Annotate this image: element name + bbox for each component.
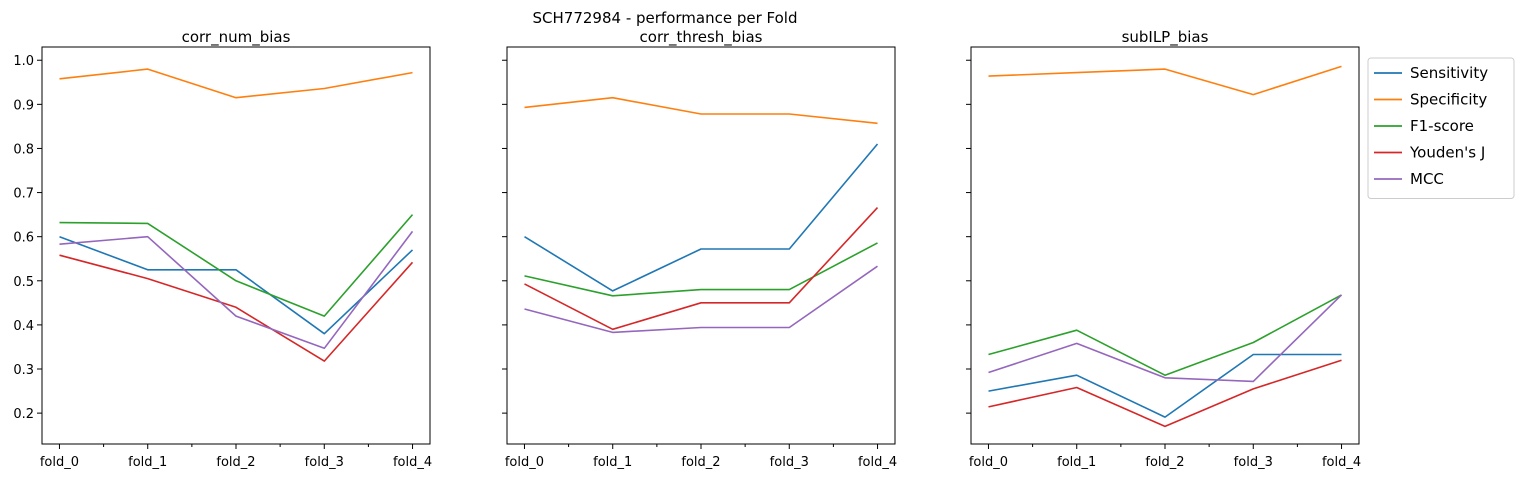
series-line-mcc [524,265,878,334]
x-tick-label: fold_3 [770,455,809,470]
series-line-mcc [59,230,414,350]
plot-frame [41,46,431,445]
y-tick-label: 0.2 [13,407,34,422]
legend: Sensitivity Specificity F1-score Youden's J… [1367,57,1515,199]
series-line-sensitivity [524,143,879,292]
x-tick-label: fold_0 [40,455,79,470]
y-tick-label: 1.0 [13,54,34,69]
panel-title: subILP_bias [1122,28,1209,47]
x-tick-label: fold_0 [969,455,1008,470]
chart-panels: corr_num_bias fold_0 fold_1 fold_2 fold_3 fol… [13,28,1361,470]
y-tick-label: 0.7 [13,187,34,202]
panel-title: corr_num_bias [182,28,291,47]
x-tick-label: fold_2 [216,455,255,470]
legend-label: Sensitivity [1410,64,1488,82]
y-tick-label: 0.5 [13,275,34,290]
series-line-specificity [988,65,1342,96]
series-line-youden-s-j [59,254,414,362]
x-tick-label: fold_4 [393,455,432,470]
series-line-mcc [988,294,1343,383]
y-tick-label: 0.9 [13,98,34,113]
legend-label: Youden's J [1409,144,1485,162]
x-tick-label: fold_3 [305,455,344,470]
x-tick-label: fold_4 [858,455,897,470]
series-line-f1-score [988,294,1342,377]
x-tick-label: fold_4 [1322,455,1361,470]
series-line-specificity [59,68,413,99]
panel-corr_num_bias: corr_num_bias fold_0 fold_1 fold_2 fold_3 fol… [13,28,432,470]
panel-title: corr_thresh_bias [640,28,763,47]
panel-subILP_bias: subILP_bias fold_0 fold_1 fold_2 fold_3 fold_… [966,28,1361,470]
legend-label: F1-score [1410,117,1474,135]
x-tick-label: fold_1 [128,455,167,470]
y-tick-label: 0.6 [13,231,34,246]
x-tick-label: fold_1 [593,455,632,470]
figure-title: SCH772984 - performance per Fold [533,9,798,27]
series-line-specificity [524,96,878,125]
series-line-youden-s-j [524,207,879,331]
series-line-youden-s-j [988,359,1342,428]
x-tick-label: fold_3 [1234,455,1273,470]
panel-corr_thresh_bias: corr_thresh_bias fold_0 fold_1 fold_2 fold_3… [502,28,897,470]
series-line-f1-score [59,214,414,317]
legend-box [1367,57,1515,199]
series-line-sensitivity [988,353,1342,418]
x-tick-label: fold_2 [681,455,720,470]
series-line-f1-score [524,242,878,297]
series-line-sensitivity [59,235,414,335]
y-tick-label: 0.8 [13,142,34,157]
y-tick-label: 0.4 [13,319,34,334]
x-tick-label: fold_0 [505,455,544,470]
x-tick-label: fold_1 [1057,455,1096,470]
x-tick-label: fold_2 [1145,455,1184,470]
plot-frame [970,46,1360,445]
legend-label: Specificity [1410,91,1487,109]
y-tick-label: 0.3 [13,363,34,378]
legend-label: MCC [1410,170,1444,188]
plot-frame [506,46,896,445]
